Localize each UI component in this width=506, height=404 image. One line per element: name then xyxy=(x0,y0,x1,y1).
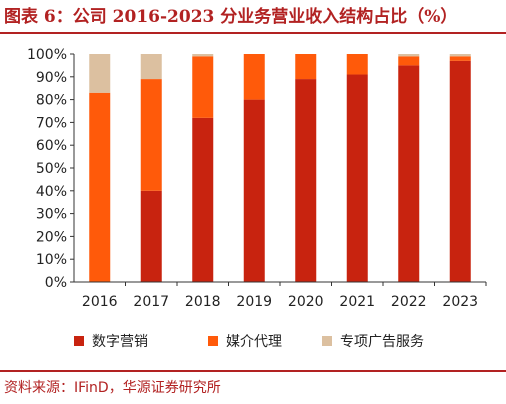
legend: 数字营销 媒介代理 专项广告服务 xyxy=(74,334,424,350)
bar-segment xyxy=(295,79,317,282)
legend-label: 数字营销 xyxy=(92,334,148,350)
x-tick-label: 2023 xyxy=(442,294,478,310)
y-tick-label: 0% xyxy=(45,275,67,291)
y-tick-label: 10% xyxy=(36,252,67,268)
source-note: 资料来源：IFinD，华源证券研究所 xyxy=(4,380,221,396)
bar-segment xyxy=(398,65,420,283)
x-tick-label: 2019 xyxy=(236,294,272,310)
x-tick-label: 2020 xyxy=(288,294,324,310)
chart-title: 图表 6：公司 2016-2023 分业务营业收入结构占比（%） xyxy=(4,7,458,27)
bar-segment xyxy=(449,54,471,57)
bar-segment xyxy=(140,79,162,191)
bar-segment xyxy=(243,54,265,100)
title-divider xyxy=(0,32,506,34)
x-tick-label: 2021 xyxy=(339,294,375,310)
bar-segment xyxy=(295,54,317,80)
x-tick-label: 2018 xyxy=(185,294,221,310)
bar-segment xyxy=(140,190,162,282)
bar-segment xyxy=(449,60,471,283)
legend-label: 专项广告服务 xyxy=(340,334,424,350)
bar-segment xyxy=(89,92,111,282)
y-tick-label: 100% xyxy=(27,47,67,63)
y-tick-label: 90% xyxy=(36,70,67,86)
x-axis: 2016 2017 2018 2019 2020 2021 2022 2023 xyxy=(74,281,487,310)
legend-swatch xyxy=(74,336,84,346)
y-tick-label: 50% xyxy=(36,161,67,177)
bar-segment xyxy=(346,54,368,75)
y-axis: 0% 10% 20% 30% 40% 50% 60% 70% 80% 90% 100% xyxy=(27,47,75,291)
x-tick-label: 2022 xyxy=(391,294,427,310)
bar-segment xyxy=(243,99,265,282)
y-tick-label: 60% xyxy=(36,138,67,154)
bar-segment xyxy=(346,74,368,283)
legend-swatch xyxy=(208,336,218,346)
bar-segment xyxy=(192,56,214,118)
legend-swatch xyxy=(322,336,332,346)
bar-segment xyxy=(398,54,420,57)
y-tick-label: 20% xyxy=(36,229,67,245)
bar-segment xyxy=(192,117,214,282)
bar-segment xyxy=(140,54,162,80)
legend-label: 媒介代理 xyxy=(226,334,282,350)
bars xyxy=(89,54,471,283)
bar-segment xyxy=(449,56,471,61)
footer-divider xyxy=(0,370,506,372)
y-tick-label: 80% xyxy=(36,93,67,109)
y-tick-label: 30% xyxy=(36,207,67,223)
y-tick-label: 70% xyxy=(36,115,67,131)
x-tick-label: 2016 xyxy=(82,294,118,310)
y-tick-label: 40% xyxy=(36,184,67,200)
bar-segment xyxy=(192,54,214,57)
bar-segment xyxy=(89,54,111,93)
x-tick-label: 2017 xyxy=(133,294,169,310)
bar-segment xyxy=(398,56,420,66)
